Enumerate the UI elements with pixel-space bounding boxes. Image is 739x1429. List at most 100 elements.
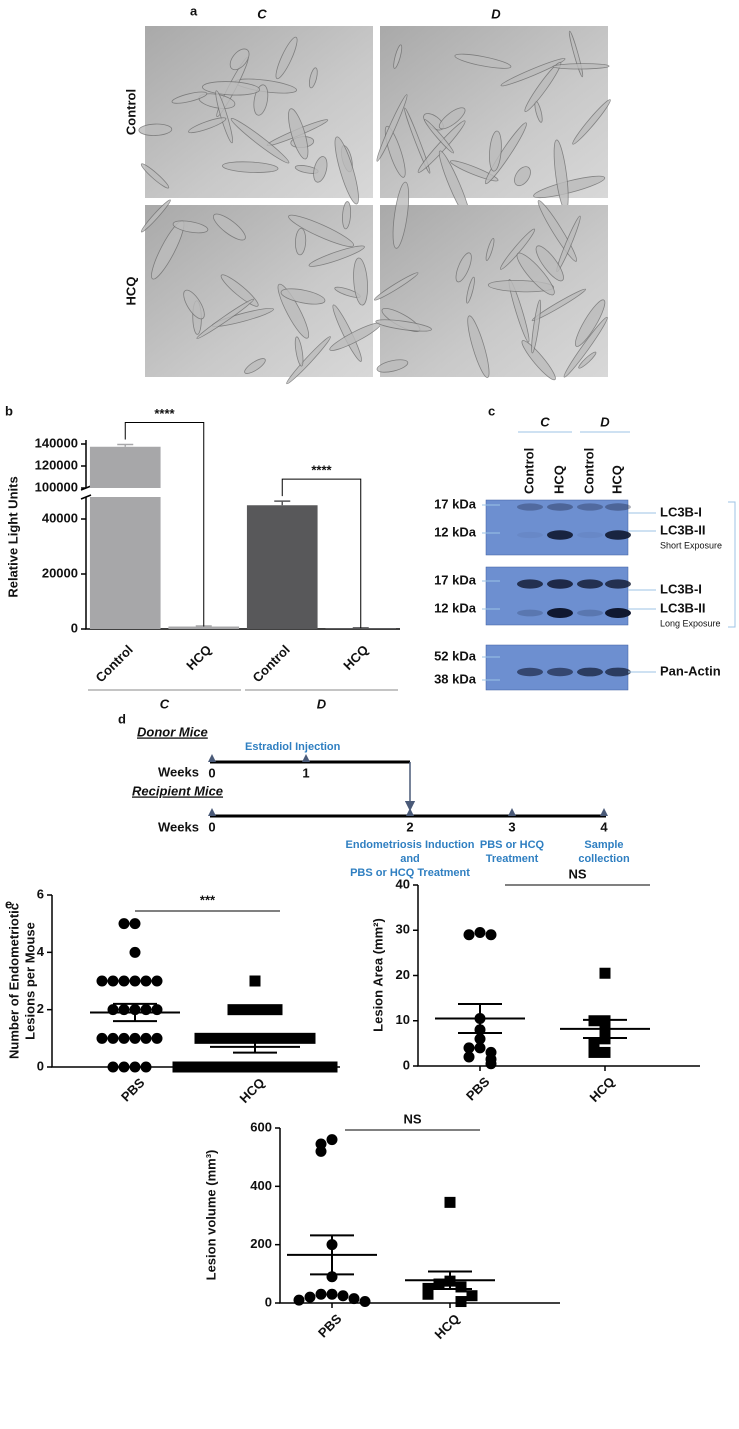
cell-shape [332,304,362,362]
data-point [249,1061,261,1073]
blot [485,644,629,691]
data-point [140,1061,152,1073]
y-tick-label: 0 [37,1058,44,1073]
blot-band [547,579,573,589]
cell-shape [552,63,610,70]
axes [417,885,700,1067]
column-label: D [491,6,501,21]
data-point [194,1032,206,1044]
exposure-note: Long Exposure [660,618,721,628]
data-point [599,1046,611,1058]
cell-shape [140,163,170,189]
data-point [118,1032,130,1044]
panel-letter: a [190,3,198,18]
data-point [227,1004,239,1016]
cell-shape [521,340,556,381]
panel-letter: e [5,896,12,911]
cell-shape [308,67,318,89]
blot-band [577,579,603,589]
blot-band [547,667,573,677]
blot [485,499,629,556]
timeline-title: Donor Mice [137,724,208,739]
data-point [588,1046,600,1058]
data-point [293,1032,305,1044]
event-label: Sample [584,839,623,851]
event-label: and [400,853,420,865]
y-axis-label: Lesion volume (mm³) [203,1150,218,1281]
sem-bar [458,1003,502,1034]
data-point [463,1042,475,1054]
bar [168,626,240,629]
data-point [260,1061,272,1073]
cell-shape [230,118,290,164]
blot-band [605,608,631,618]
weeks-label: Weeks [158,764,199,779]
error-bar [117,443,134,447]
week-number: 0 [208,765,215,780]
data-point [485,1058,497,1070]
data-point [238,1061,250,1073]
cell-shape [392,181,410,249]
data-point [118,975,130,987]
marker-label: 17 kDa [434,496,477,511]
cell-shape [172,220,209,234]
week-number: 1 [302,765,309,780]
cell-shape [500,58,566,87]
band-label: LC3B-II [660,600,706,615]
data-point [474,1042,486,1054]
cell-shape [531,299,542,354]
y-tick-label: 400 [250,1178,272,1193]
marker-label: 52 kDa [434,648,477,663]
data-point [107,1032,119,1044]
y-axis-label: Relative Light Units [5,476,20,597]
cell-shape [404,107,431,174]
cell-shape [244,358,266,374]
cell-shape [288,214,355,247]
data-point [140,1032,152,1044]
data-point [315,1061,327,1073]
blot-band [517,667,543,677]
data-point [172,1061,184,1073]
data-point [205,1032,217,1044]
y-tick-label: 120000 [35,457,78,472]
data-point [194,1061,206,1073]
cell-shape [578,351,597,369]
bar [89,446,161,488]
cell-shape [373,272,419,301]
sem-bar [310,1234,354,1276]
row-label: HCQ [123,277,138,306]
cell-shape [138,123,173,136]
panel-letter: d [118,711,126,726]
data-point [129,946,141,958]
data-point [151,1032,163,1044]
cell-shape [376,359,409,373]
event-label: PBS or HCQ Treatment [350,867,470,879]
cell-shape [489,130,502,172]
bar [89,497,161,629]
data-point [337,1290,349,1302]
cell-shape [140,199,171,233]
cell-shape [220,274,259,307]
cell-shape [171,91,208,104]
lane-label: HCQ [609,465,624,494]
cell-shape [196,298,255,339]
cell-shape [313,156,328,183]
data-point [282,1061,294,1073]
marker-label: 12 kDa [434,524,477,539]
cell-shape [353,257,368,306]
error-bar [274,500,291,506]
data-point [216,1032,228,1044]
group-label: C [160,696,170,711]
cell-shape [572,99,611,145]
cell-shape [524,61,562,113]
x-tick-label: Control [93,642,136,685]
x-tick-label: PBS [315,1311,345,1341]
lane-label: Control [521,448,536,494]
blot-band [547,503,573,511]
y-tick-label: 200 [250,1236,272,1251]
y-tick-label: 6 [37,886,44,901]
event-label: Endometriosis Induction [346,839,475,851]
x-tick-label: HCQ [587,1074,618,1105]
x-tick-label: HCQ [432,1311,463,1342]
data-point [238,1032,250,1044]
